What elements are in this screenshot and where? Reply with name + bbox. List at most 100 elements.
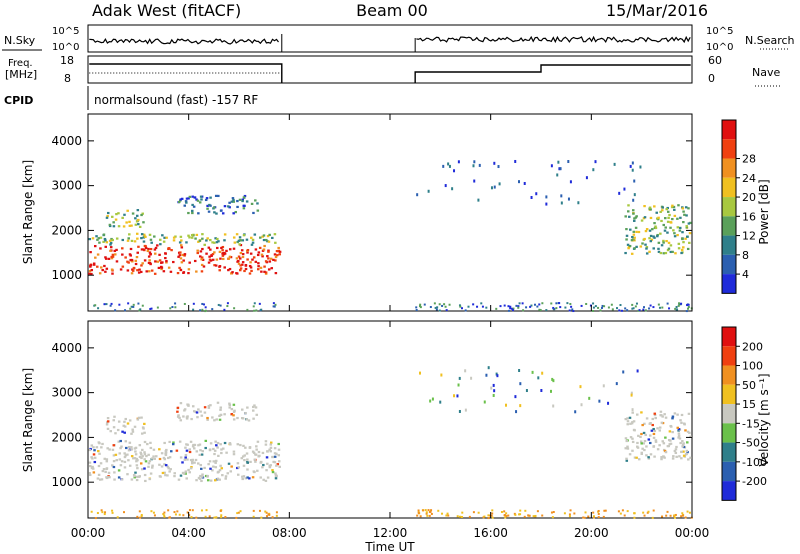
echo-cell — [211, 252, 215, 256]
echo-cell — [177, 200, 181, 204]
echo-cell — [655, 217, 659, 220]
echo-cell — [549, 389, 552, 393]
echo-cell — [232, 418, 236, 421]
echo-cell — [136, 209, 140, 212]
echo-cell — [150, 510, 153, 513]
echo-cell — [266, 462, 269, 465]
echo-cell — [683, 213, 686, 216]
echo-cell — [236, 416, 239, 420]
echo-cell — [172, 239, 176, 242]
xtick-label: 12:00 — [373, 526, 408, 540]
echo-cell — [669, 250, 673, 254]
echo-cell — [123, 460, 127, 464]
echo-cell — [196, 416, 199, 419]
echo-cell — [219, 413, 223, 417]
echo-cell — [136, 418, 140, 421]
echo-cell — [114, 309, 117, 312]
echo-cell — [274, 472, 277, 475]
echo-cell — [201, 247, 204, 251]
echo-cell — [266, 234, 270, 238]
echo-cell — [209, 479, 213, 482]
echo-cell — [129, 258, 132, 262]
echo-cell — [666, 206, 669, 210]
echo-cell — [456, 515, 459, 518]
echo-cell — [130, 272, 134, 275]
echo-cell — [422, 509, 425, 512]
echo-cell — [109, 249, 112, 252]
echo-cell — [677, 428, 681, 431]
echo-cell — [415, 306, 418, 309]
echo-cell — [635, 230, 638, 233]
echo-cell — [110, 268, 114, 271]
echo-cell — [133, 476, 136, 479]
nsky-trace — [89, 34, 691, 52]
echo-cell — [90, 466, 94, 470]
echo-cell — [159, 238, 162, 241]
echo-cell — [671, 431, 674, 434]
echo-cell — [628, 453, 632, 456]
echo-cell — [213, 449, 217, 452]
echo-cell — [214, 237, 217, 240]
echo-cell — [677, 247, 681, 250]
echo-cell — [261, 235, 264, 238]
echo-cell — [639, 435, 642, 439]
echo-cell — [100, 478, 104, 481]
echo-cell — [130, 239, 134, 243]
echo-cell — [682, 450, 685, 453]
colorbar-swatch — [722, 177, 736, 198]
echo-cell — [177, 414, 180, 417]
echo-cell — [212, 447, 215, 451]
echo-cell — [99, 478, 102, 481]
echo-cell — [222, 253, 226, 256]
echo-cell — [267, 250, 270, 253]
echo-cell — [138, 225, 142, 228]
echo-cell — [174, 306, 177, 309]
echo-cell — [680, 421, 683, 424]
echo-cell — [441, 304, 444, 307]
echo-cell — [643, 514, 646, 517]
echo-cell — [208, 448, 212, 451]
echo-cell — [241, 263, 244, 266]
echo-cell — [113, 471, 116, 474]
echo-cell — [182, 271, 185, 274]
echo-cell — [128, 441, 132, 444]
echo-cell — [117, 420, 121, 423]
echo-cell — [168, 516, 171, 519]
echo-cell — [170, 450, 173, 453]
echo-cell — [257, 251, 261, 254]
echo-cell — [509, 307, 512, 310]
echo-cell — [160, 261, 163, 264]
echo-cell — [249, 266, 253, 269]
echo-cell — [195, 516, 198, 519]
echo-cell — [136, 251, 139, 254]
echo-cell — [194, 237, 197, 240]
echo-cell — [254, 260, 258, 263]
echo-cell — [651, 516, 654, 519]
echo-cell — [243, 194, 247, 198]
echo-cell — [223, 308, 226, 311]
echo-cell — [640, 219, 644, 222]
echo-cell — [227, 269, 230, 272]
echo-cell — [135, 460, 138, 463]
echo-cell — [257, 262, 260, 265]
echo-cell — [649, 304, 652, 307]
echo-cell — [167, 467, 170, 470]
echo-cell — [597, 516, 600, 519]
echo-cell — [215, 516, 218, 519]
echo-cell — [149, 247, 153, 251]
echo-cell — [221, 249, 224, 252]
colorbar-swatch — [722, 461, 736, 482]
echo-cell — [105, 267, 109, 270]
echo-cell — [171, 306, 174, 309]
echo-cell — [235, 233, 239, 236]
echo-cell — [644, 309, 647, 312]
echo-cell — [96, 265, 99, 268]
echo-cell — [267, 268, 271, 271]
echo-cell — [529, 305, 532, 308]
echo-cell — [473, 179, 476, 183]
xtick-label: 16:00 — [473, 526, 508, 540]
beam-title: Beam 00 — [356, 1, 428, 20]
echo-cell — [500, 510, 503, 513]
echo-cell — [212, 206, 216, 209]
